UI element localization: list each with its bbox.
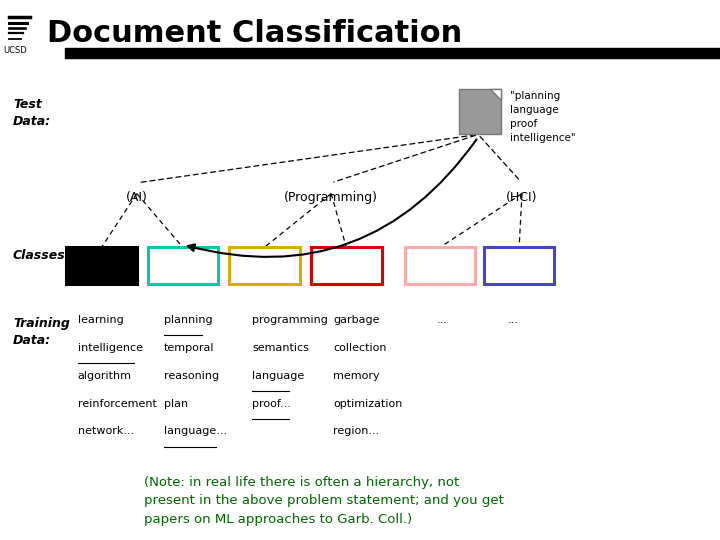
Text: language: language	[252, 370, 305, 381]
Text: Classes:: Classes:	[13, 249, 71, 262]
Text: memory: memory	[333, 370, 380, 381]
Text: ...: ...	[437, 315, 448, 325]
Text: (AI): (AI)	[126, 191, 148, 204]
FancyBboxPatch shape	[311, 247, 382, 284]
Text: optimization: optimization	[333, 399, 402, 409]
Text: Semantics: Semantics	[233, 259, 295, 272]
Text: reasoning: reasoning	[164, 370, 220, 381]
Text: reinforcement: reinforcement	[78, 399, 157, 409]
Text: Planning: Planning	[158, 259, 208, 272]
FancyBboxPatch shape	[484, 247, 554, 284]
Polygon shape	[490, 89, 501, 100]
Text: temporal: temporal	[164, 342, 215, 353]
Text: collection: collection	[333, 342, 387, 353]
Text: garbage: garbage	[333, 315, 380, 325]
Text: planning: planning	[164, 315, 213, 325]
Text: Garb.Coll.: Garb.Coll.	[317, 259, 376, 272]
Text: language...: language...	[164, 427, 228, 436]
Text: UCSD: UCSD	[3, 45, 27, 55]
Text: (Note: in real life there is often a hierarchy, not
present in the above problem: (Note: in real life there is often a hie…	[144, 476, 504, 526]
Text: intelligence: intelligence	[78, 342, 143, 353]
FancyBboxPatch shape	[66, 247, 137, 284]
Text: plan: plan	[164, 399, 189, 409]
Text: region...: region...	[333, 427, 379, 436]
Text: network...: network...	[78, 427, 134, 436]
Text: semantics: semantics	[252, 342, 309, 353]
Text: algorithm: algorithm	[78, 370, 132, 381]
Bar	[65, 48, 720, 58]
FancyBboxPatch shape	[148, 247, 218, 284]
Text: proof...: proof...	[252, 399, 291, 409]
Text: "planning
language
proof
intelligence": "planning language proof intelligence"	[510, 91, 575, 144]
FancyBboxPatch shape	[405, 247, 475, 284]
Text: ML: ML	[93, 259, 110, 272]
Text: (Programming): (Programming)	[284, 191, 378, 204]
Text: Multimedia: Multimedia	[407, 259, 473, 272]
Text: Test
Data:: Test Data:	[13, 98, 51, 128]
Text: (HCI): (HCI)	[506, 191, 538, 204]
Text: ...: ...	[508, 315, 518, 325]
Text: learning: learning	[78, 315, 124, 325]
Bar	[459, 89, 501, 134]
Text: GUI: GUI	[508, 259, 530, 272]
Text: Training
Data:: Training Data:	[13, 318, 70, 347]
Text: Document Classification: Document Classification	[47, 19, 462, 48]
FancyBboxPatch shape	[229, 247, 300, 284]
Text: programming: programming	[252, 315, 328, 325]
